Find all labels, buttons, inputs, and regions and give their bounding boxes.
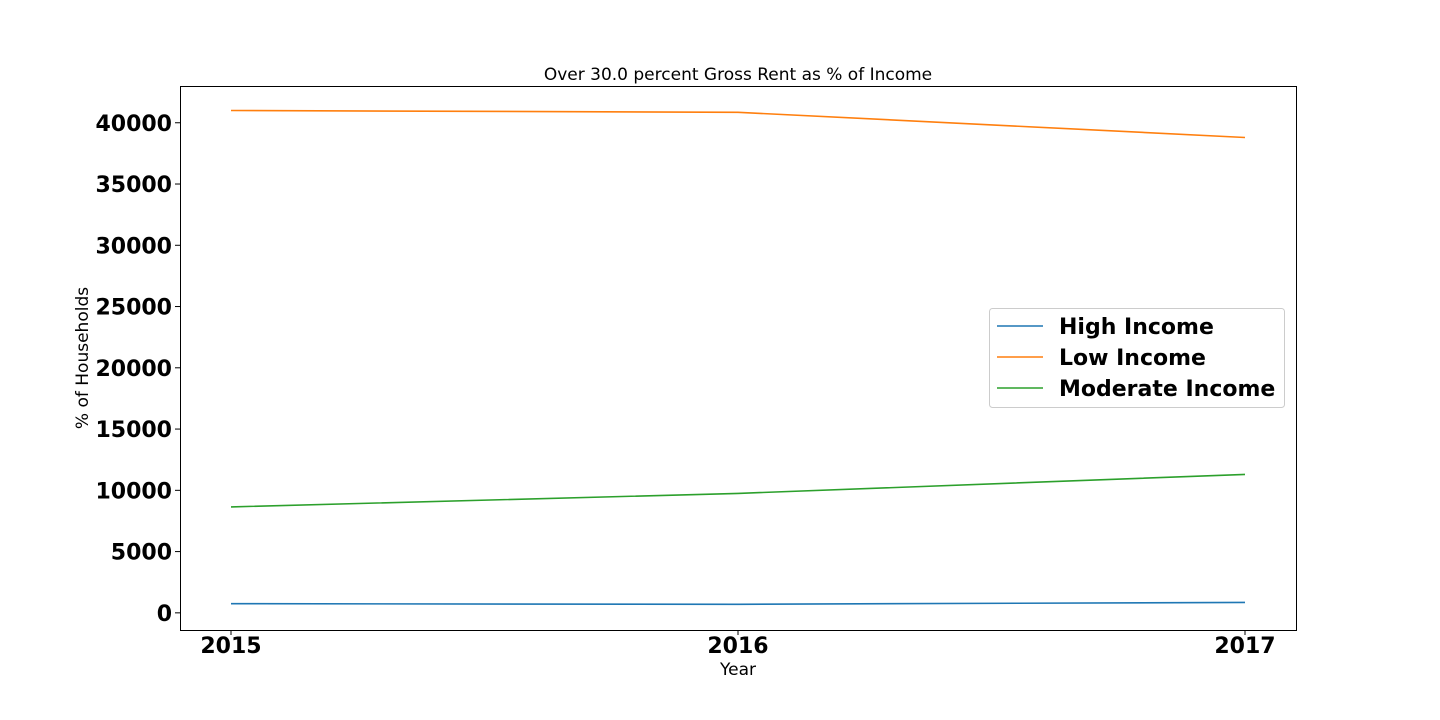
y-tick-label: 35000 [95, 173, 172, 198]
y-axis-label: % of Households [73, 287, 93, 429]
legend-label: Low Income [1059, 346, 1206, 371]
legend-label: High Income [1059, 315, 1214, 340]
y-tick-label: 15000 [95, 418, 172, 443]
y-axis: 0 5000 10000 15000 20000 25000 30000 35000 40000 [95, 112, 180, 627]
y-tick-label: 30000 [95, 234, 172, 259]
x-tick-label: 2015 [200, 634, 261, 659]
y-tick-label: 5000 [111, 541, 172, 566]
series-line-high-income [230, 601, 1246, 606]
x-tick-label: 2017 [1214, 634, 1275, 659]
y-tick-label: 25000 [95, 296, 172, 321]
x-axis-label: Year [719, 660, 756, 680]
x-axis: 2015 2016 2017 [200, 630, 1276, 659]
y-tick-label: 40000 [95, 112, 172, 137]
y-tick-label: 10000 [95, 479, 172, 504]
chart-title: Over 30.0 percent Gross Rent as % of Inc… [544, 65, 932, 85]
series-line-low-income [230, 109, 1246, 139]
legend-label: Moderate Income [1059, 377, 1275, 402]
legend: High Income Low Income Moderate Income [989, 308, 1285, 408]
y-tick-label: 20000 [95, 357, 172, 382]
series-lines [230, 109, 1246, 606]
series-line-moderate-income [230, 473, 1246, 508]
y-tick-label: 0 [157, 602, 172, 627]
x-tick-label: 2016 [707, 634, 768, 659]
legend-box [989, 308, 1285, 408]
